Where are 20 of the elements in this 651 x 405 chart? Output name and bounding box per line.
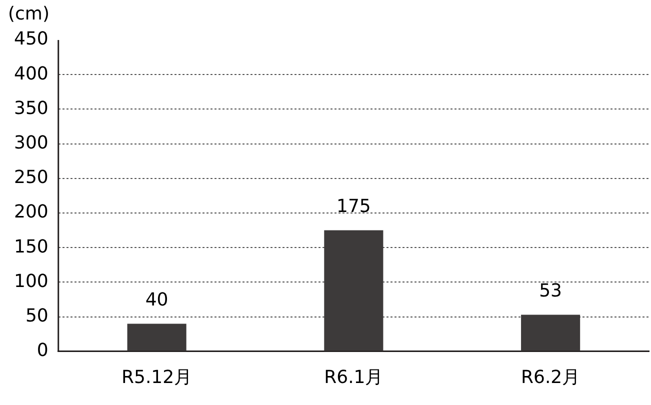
bar [521, 314, 580, 351]
y-tick-label: 0 [36, 340, 48, 362]
x-tick-label: R6.1月 [324, 366, 384, 388]
y-axis-title: (cm) [8, 4, 50, 25]
x-tick-label: R6.2月 [520, 366, 580, 388]
y-tick-label: 250 [14, 167, 48, 188]
y-tick-label: 450 [14, 28, 48, 50]
bar [324, 230, 384, 351]
data-label: 40 [145, 289, 168, 310]
x-tick-label: R5.12月 [122, 366, 192, 388]
data-label: 175 [336, 196, 371, 217]
y-tick-label: 200 [14, 202, 48, 223]
y-tick-label: 100 [14, 270, 48, 292]
data-label: 53 [539, 280, 562, 302]
y-tick-label: 300 [14, 132, 48, 154]
y-tick-label: 150 [14, 236, 48, 258]
y-tick-label: 400 [14, 63, 48, 84]
y-tick-label: 50 [25, 305, 48, 326]
y-tick-label: 350 [14, 98, 48, 119]
bar [127, 324, 186, 351]
